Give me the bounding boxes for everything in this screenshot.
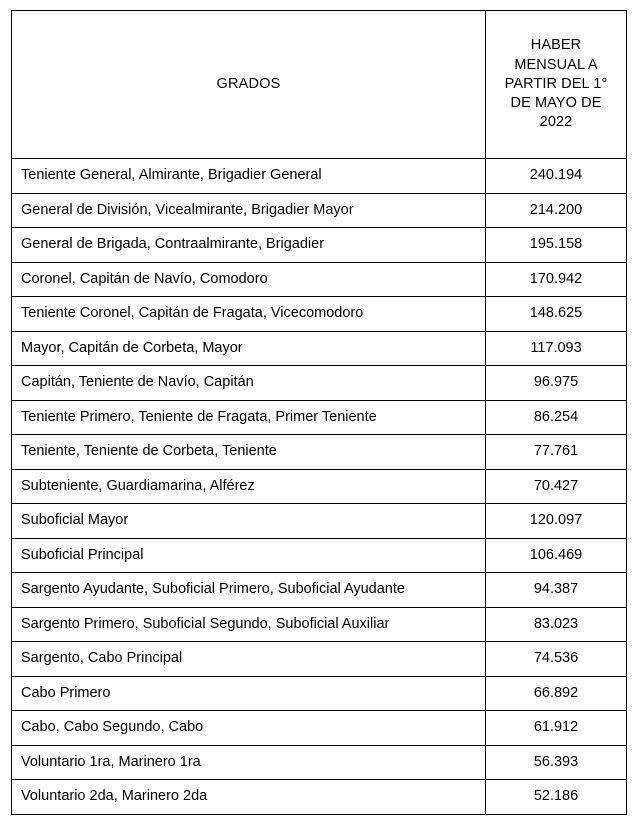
table-row: Sargento, Cabo Principal 74.536	[11, 641, 627, 677]
table-row: General de División, Vicealmirante, Brig…	[11, 192, 627, 228]
table-row: Subteniente, Guardiamarina, Alférez 70.42…	[11, 468, 627, 504]
table-header: GRADOS HABER MENSUAL A PARTIR DEL 1° DE …	[11, 10, 627, 159]
cell-haber-mensual: 86.254	[485, 399, 627, 435]
cell-haber-mensual: 240.194	[485, 158, 627, 194]
table-row: Coronel, Capitán de Navío, Comodoro 170.9…	[11, 261, 627, 297]
cell-haber-mensual: 106.469	[485, 537, 627, 573]
cell-grado: Sargento, Cabo Principal	[11, 641, 486, 677]
cell-grado: Suboficial Mayor	[11, 503, 486, 539]
cell-grado: Mayor, Capitán de Corbeta, Mayor	[11, 330, 486, 366]
table-row: Capitán, Teniente de Navío, Capitán 96.97…	[11, 365, 627, 401]
table-header-row: GRADOS HABER MENSUAL A PARTIR DEL 1° DE …	[11, 10, 627, 159]
cell-grado: Teniente, Teniente de Corbeta, Teniente	[11, 434, 486, 470]
cell-haber-mensual: 74.536	[485, 641, 627, 677]
cell-grado: Coronel, Capitán de Navío, Comodoro	[11, 261, 486, 297]
cell-grado: Cabo, Cabo Segundo, Cabo	[11, 710, 486, 746]
cell-haber-mensual: 83.023	[485, 606, 627, 642]
table-row: Sargento Ayudante, Suboficial Primero, S…	[11, 572, 627, 608]
cell-haber-mensual: 56.393	[485, 744, 627, 780]
table-row: Voluntario 1ra, Marinero 1ra 56.393	[11, 744, 627, 780]
table-row: Suboficial Principal 106.469	[11, 537, 627, 573]
cell-haber-mensual: 170.942	[485, 261, 627, 297]
cell-grado: Suboficial Principal	[11, 537, 486, 573]
cell-grado: Voluntario 1ra, Marinero 1ra	[11, 744, 486, 780]
table-row: Mayor, Capitán de Corbeta, Mayor 117.093	[11, 330, 627, 366]
table-row: Sargento Primero, Suboficial Segundo, Su…	[11, 606, 627, 642]
cell-haber-mensual: 52.186	[485, 779, 627, 815]
table-row: Teniente Primero, Teniente de Fragata, P…	[11, 399, 627, 435]
table-row: Teniente General, Almirante, Brigadier G…	[11, 158, 627, 194]
cell-haber-mensual: 195.158	[485, 227, 627, 263]
cell-grado: Capitán, Teniente de Navío, Capitán	[11, 365, 486, 401]
cell-grado: Subteniente, Guardiamarina, Alférez	[11, 468, 486, 504]
cell-haber-mensual: 94.387	[485, 572, 627, 608]
cell-haber-mensual: 70.427	[485, 468, 627, 504]
table-row: Voluntario 2da, Marinero 2da 52.186	[11, 779, 627, 815]
cell-grado: Sargento Ayudante, Suboficial Primero, S…	[11, 572, 486, 608]
cell-grado: Voluntario 2da, Marinero 2da	[11, 779, 486, 815]
table-body: Teniente General, Almirante, Brigadier G…	[11, 158, 627, 815]
table-row: Teniente, Teniente de Corbeta, Teniente 7…	[11, 434, 627, 470]
table-row: Cabo Primero 66.892	[11, 675, 627, 711]
cell-haber-mensual: 214.200	[485, 192, 627, 228]
table-row: General de Brigada, Contraalmirante, Bri…	[11, 227, 627, 263]
cell-grado: Teniente Coronel, Capitán de Fragata, Vi…	[11, 296, 486, 332]
cell-haber-mensual: 77.761	[485, 434, 627, 470]
cell-grado: Teniente General, Almirante, Brigadier G…	[11, 158, 486, 194]
cell-grado: General de División, Vicealmirante, Brig…	[11, 192, 486, 228]
cell-haber-mensual: 117.093	[485, 330, 627, 366]
cell-haber-mensual: 61.912	[485, 710, 627, 746]
cell-grado: General de Brigada, Contraalmirante, Bri…	[11, 227, 486, 263]
cell-haber-mensual: 148.625	[485, 296, 627, 332]
table-row: Cabo, Cabo Segundo, Cabo 61.912	[11, 710, 627, 746]
cell-haber-mensual: 120.097	[485, 503, 627, 539]
salary-scale-table: GRADOS HABER MENSUAL A PARTIR DEL 1° DE …	[11, 10, 627, 815]
table-row: Suboficial Mayor 120.097	[11, 503, 627, 539]
cell-grado: Sargento Primero, Suboficial Segundo, Su…	[11, 606, 486, 642]
column-header-grados: GRADOS	[11, 10, 486, 159]
cell-haber-mensual: 96.975	[485, 365, 627, 401]
table-row: Teniente Coronel, Capitán de Fragata, Vi…	[11, 296, 627, 332]
column-header-haber-mensual: HABER MENSUAL A PARTIR DEL 1° DE MAYO DE…	[485, 10, 627, 159]
cell-grado: Teniente Primero, Teniente de Fragata, P…	[11, 399, 486, 435]
cell-haber-mensual: 66.892	[485, 675, 627, 711]
cell-grado: Cabo Primero	[11, 675, 486, 711]
